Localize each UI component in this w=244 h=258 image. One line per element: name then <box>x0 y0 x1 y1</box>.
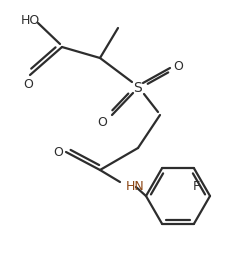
Text: S: S <box>134 81 142 95</box>
Text: HN: HN <box>126 181 145 194</box>
Text: O: O <box>23 77 33 91</box>
Text: HO: HO <box>20 13 40 27</box>
Text: O: O <box>173 60 183 72</box>
Text: O: O <box>53 146 63 158</box>
Text: F: F <box>193 180 200 193</box>
Text: O: O <box>97 117 107 130</box>
